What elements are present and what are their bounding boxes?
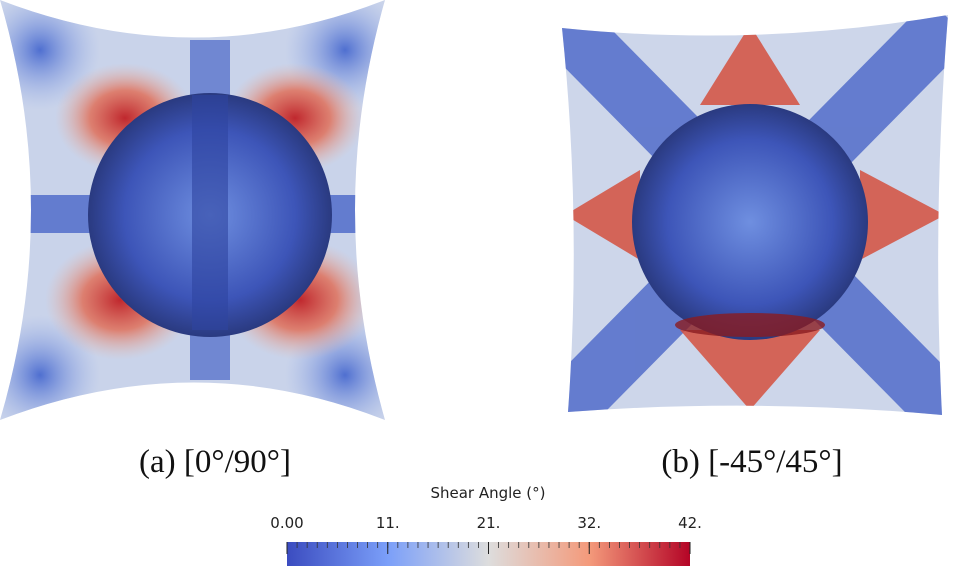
colorbar-tick-label: 42. (678, 514, 702, 532)
colorbar-tick-label: 0.00 (270, 514, 303, 532)
panel-a-image (0, 0, 385, 420)
colorbar-tick-label: 32. (577, 514, 601, 532)
colorbar-title: Shear Angle (°) (430, 484, 545, 502)
colorbar-ticks: 0.00 11. 21. 32. 42. (270, 514, 702, 554)
colorbar-tick-label: 11. (376, 514, 400, 532)
panel-b-image (562, 15, 948, 415)
panel-caption: (b) [-45°/45°] (661, 444, 842, 480)
panel-caption: (a) [0°/90°] (139, 444, 291, 480)
colorbar-tick-label: 21. (477, 514, 501, 532)
